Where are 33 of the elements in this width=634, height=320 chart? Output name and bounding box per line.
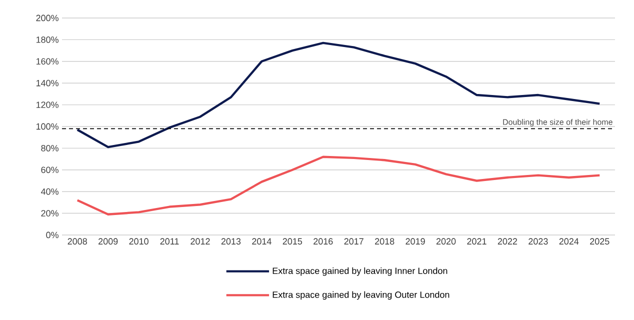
x-tick-label: 2023: [528, 238, 548, 245]
ref-line-label: Doubling the size of their home: [503, 118, 612, 126]
x-tick-label: 2010: [129, 238, 148, 245]
x-tick-label: 2018: [375, 238, 394, 245]
x-tick-label: 2020: [436, 238, 456, 245]
y-tick-label: 40%: [41, 188, 58, 195]
y-tick-label: 80%: [41, 145, 58, 152]
legend-label: Extra space gained by leaving Outer London: [272, 291, 450, 300]
x-tick-label: 2021: [467, 238, 486, 245]
x-tick-label: 2015: [282, 238, 302, 245]
x-tick-label: 2022: [498, 238, 518, 245]
x-tick-label: 2013: [221, 238, 241, 245]
x-tick-label: 2008: [68, 238, 87, 245]
y-tick-label: 180%: [36, 36, 58, 43]
y-tick-label: 100%: [36, 123, 58, 130]
x-tick-label: 2019: [406, 238, 425, 245]
y-tick-label: 160%: [36, 58, 58, 65]
line-series: [76, 156, 601, 216]
x-tick-label: 2024: [559, 238, 579, 245]
x-tick-label: 2016: [314, 238, 333, 245]
y-tick-label: 140%: [36, 80, 58, 86]
x-tick-label: 2009: [98, 238, 118, 245]
x-tick-label: 2011: [160, 238, 179, 245]
x-tick-label: 2025: [590, 238, 610, 245]
x-tick-label: 2014: [252, 238, 272, 245]
y-tick-label: 20%: [41, 210, 58, 216]
x-tick-label: 2012: [190, 238, 210, 245]
x-tick-label: 2017: [344, 238, 364, 245]
legend-label: Extra space gained by leaving Inner London: [272, 267, 448, 276]
y-tick-label: 120%: [36, 102, 58, 108]
y-tick-label: 200%: [36, 14, 58, 22]
y-tick-label: 0%: [46, 232, 58, 238]
y-tick-label: 60%: [41, 166, 58, 174]
